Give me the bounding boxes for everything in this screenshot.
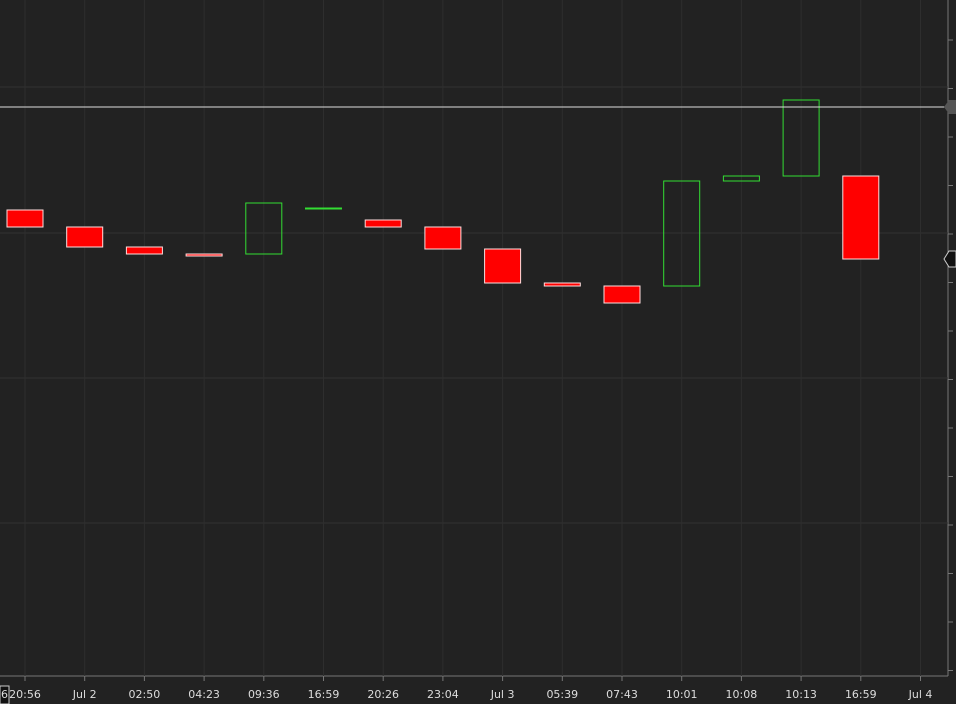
up-candle <box>245 202 283 255</box>
x-tick-label: 10:08 <box>726 688 758 701</box>
down-candle <box>842 175 880 260</box>
up-candle <box>663 180 701 287</box>
x-tick-label: Jul 4 <box>908 688 933 701</box>
x-tick-label: 16:59 <box>845 688 877 701</box>
last-price-marker <box>943 250 956 268</box>
x-tick-label: 09:36 <box>248 688 280 701</box>
up-candle <box>722 175 760 182</box>
x-tick-label: 10:13 <box>785 688 817 701</box>
x-tick-label: 04:23 <box>188 688 220 701</box>
x-tick-label: 10:01 <box>666 688 698 701</box>
cursor-box <box>0 685 10 704</box>
up-candle <box>305 207 342 210</box>
x-tick-label: 16:59 <box>308 688 340 701</box>
up-candle <box>782 99 820 177</box>
down-candle <box>543 282 581 287</box>
x-tick-label: 02:50 <box>129 688 161 701</box>
down-candle <box>364 219 402 228</box>
x-tick-label: Jul 2 <box>72 688 97 701</box>
x-tick-label: 20:56 <box>9 688 41 701</box>
down-candle <box>424 226 462 250</box>
down-candle <box>125 246 163 255</box>
x-tick-label: 23:04 <box>427 688 459 701</box>
price-marker <box>944 100 956 114</box>
down-candle <box>185 253 223 257</box>
down-candle <box>484 248 522 284</box>
down-candle <box>6 209 44 228</box>
down-candle <box>66 226 104 248</box>
cursor-label: 6 <box>1 688 8 701</box>
x-tick-label: 20:26 <box>367 688 399 701</box>
x-tick-label: 05:39 <box>546 688 578 701</box>
x-tick-label: Jul 3 <box>490 688 515 701</box>
x-tick-label: 07:43 <box>606 688 638 701</box>
down-candle <box>603 285 641 304</box>
